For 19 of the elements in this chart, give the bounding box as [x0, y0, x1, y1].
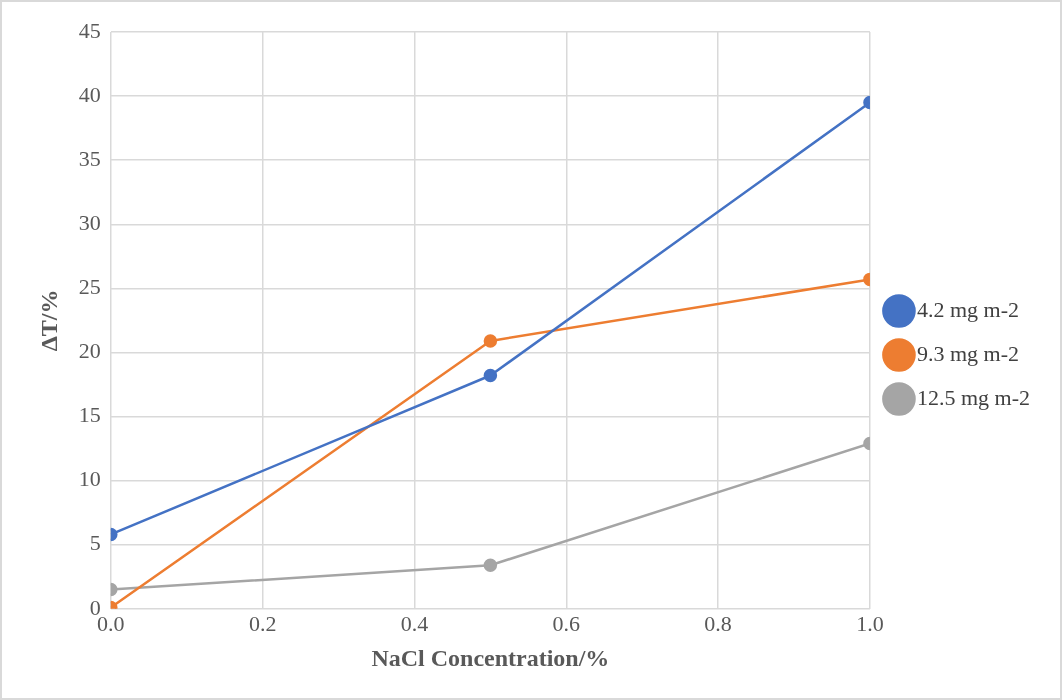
legend-label: 9.3 mg m-2 — [916, 340, 1020, 366]
y-tick-label: 5 — [89, 530, 101, 556]
y-tick-label: 15 — [78, 402, 101, 428]
x-tick-label: 1.0 — [856, 610, 884, 636]
x-axis-title: NaCl Concentration/% — [371, 644, 610, 671]
y-tick-label: 10 — [78, 466, 101, 492]
x-tick-label: 0.4 — [400, 610, 429, 636]
y-tick-label: 40 — [78, 81, 101, 107]
y-tick-label: 20 — [78, 338, 101, 364]
legend-label: 4.2 mg m-2 — [916, 296, 1020, 322]
legend-label: 12.5 mg m-2 — [916, 384, 1031, 410]
x-tick-label: 0.2 — [248, 610, 277, 636]
y-tick-label: 45 — [78, 17, 101, 43]
x-tick-label: 0.8 — [704, 610, 732, 636]
y-tick-label: 25 — [78, 274, 101, 300]
x-tick-label: 0.6 — [552, 610, 581, 636]
y-tick-label: 30 — [78, 210, 101, 236]
y-axis-title: ΔT/% — [35, 289, 62, 352]
y-tick-label: 35 — [78, 145, 101, 171]
